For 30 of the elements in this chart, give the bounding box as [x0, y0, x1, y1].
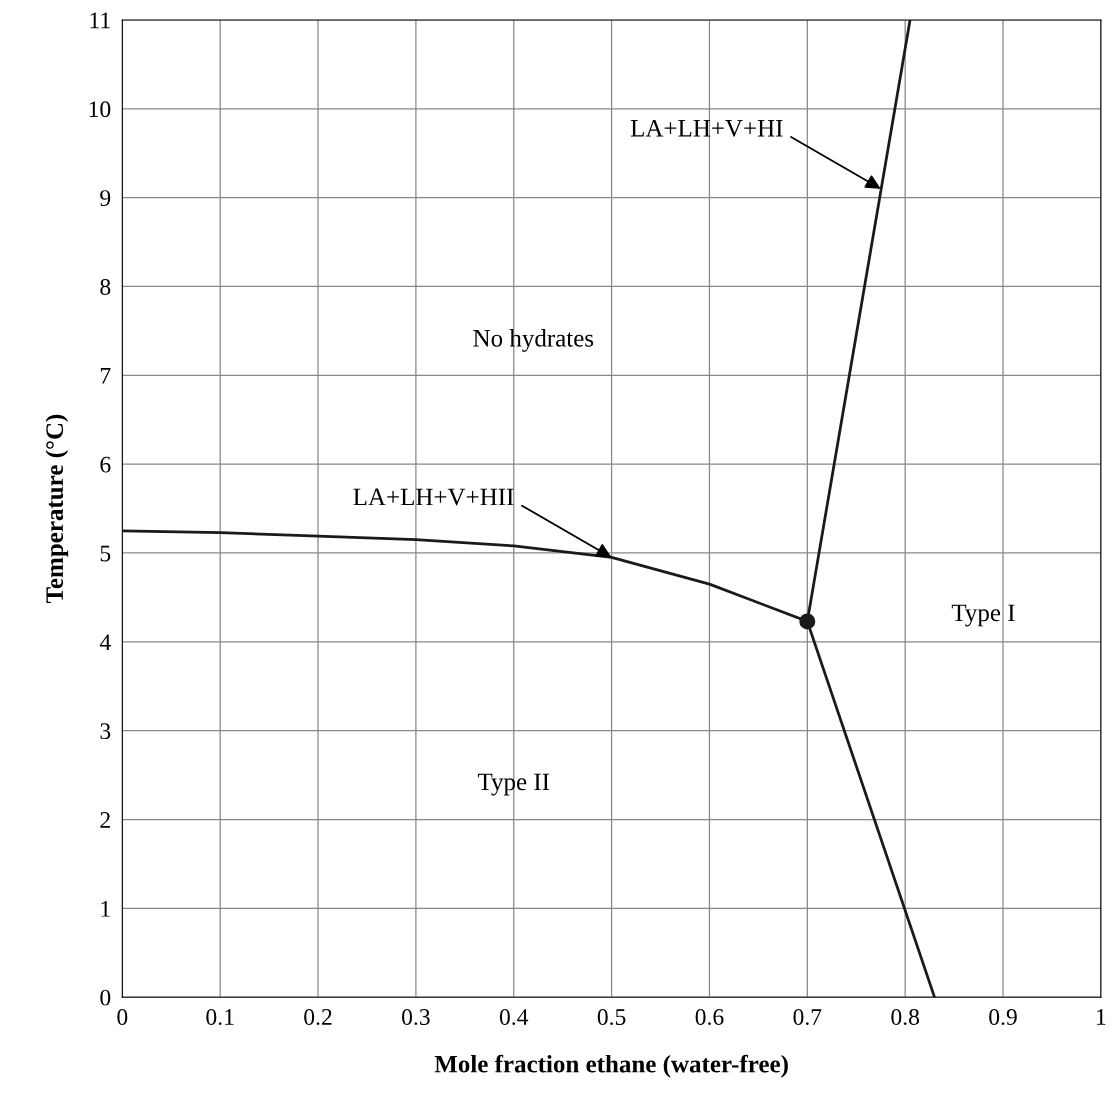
annotation: Type II [477, 773, 550, 796]
x-tick-label: 0.8 [891, 1008, 920, 1026]
y-tick-label: 2 [100, 812, 110, 828]
x-tick-label: 0 [117, 1008, 128, 1025]
annotation: LA+LH+V+HI [630, 119, 783, 137]
y-axis-title: Temperature (°C) [45, 414, 69, 604]
y-tick-label: 4 [99, 634, 111, 651]
x-tick-label: 0.3 [402, 1008, 430, 1026]
y-tick-label: 9 [100, 190, 111, 207]
y-tick-label: 8 [100, 278, 111, 295]
annotation: No hydrates [473, 329, 594, 352]
y-tick-label: 3 [100, 723, 111, 740]
y-tick-label: 6 [100, 456, 111, 473]
x-tick-label: 0.9 [989, 1008, 1017, 1026]
x-tick-label: 0.7 [793, 1008, 822, 1026]
x-tick-label: 0.2 [304, 1008, 332, 1026]
y-tick-label: 11 [90, 12, 110, 29]
x-tick-label: 0.4 [499, 1008, 529, 1026]
x-tick-label: 1 [1097, 1009, 1106, 1025]
x-tick-label: 0.1 [206, 1008, 234, 1026]
y-tick-label: 7 [100, 368, 111, 384]
x-tick-label: 0.6 [695, 1008, 724, 1026]
x-tick-label: 0.5 [597, 1008, 626, 1026]
x-axis-title: Mole fraction ethane (water-free) [434, 1054, 788, 1078]
y-tick-label: 0 [100, 989, 111, 1006]
y-tick-label: 1 [101, 900, 110, 917]
y-tick-label: 10 [89, 101, 111, 118]
annotation: Type I [951, 604, 1015, 627]
annotation: LA+LH+V+HII [353, 488, 514, 506]
y-tick-label: 5 [100, 545, 111, 562]
